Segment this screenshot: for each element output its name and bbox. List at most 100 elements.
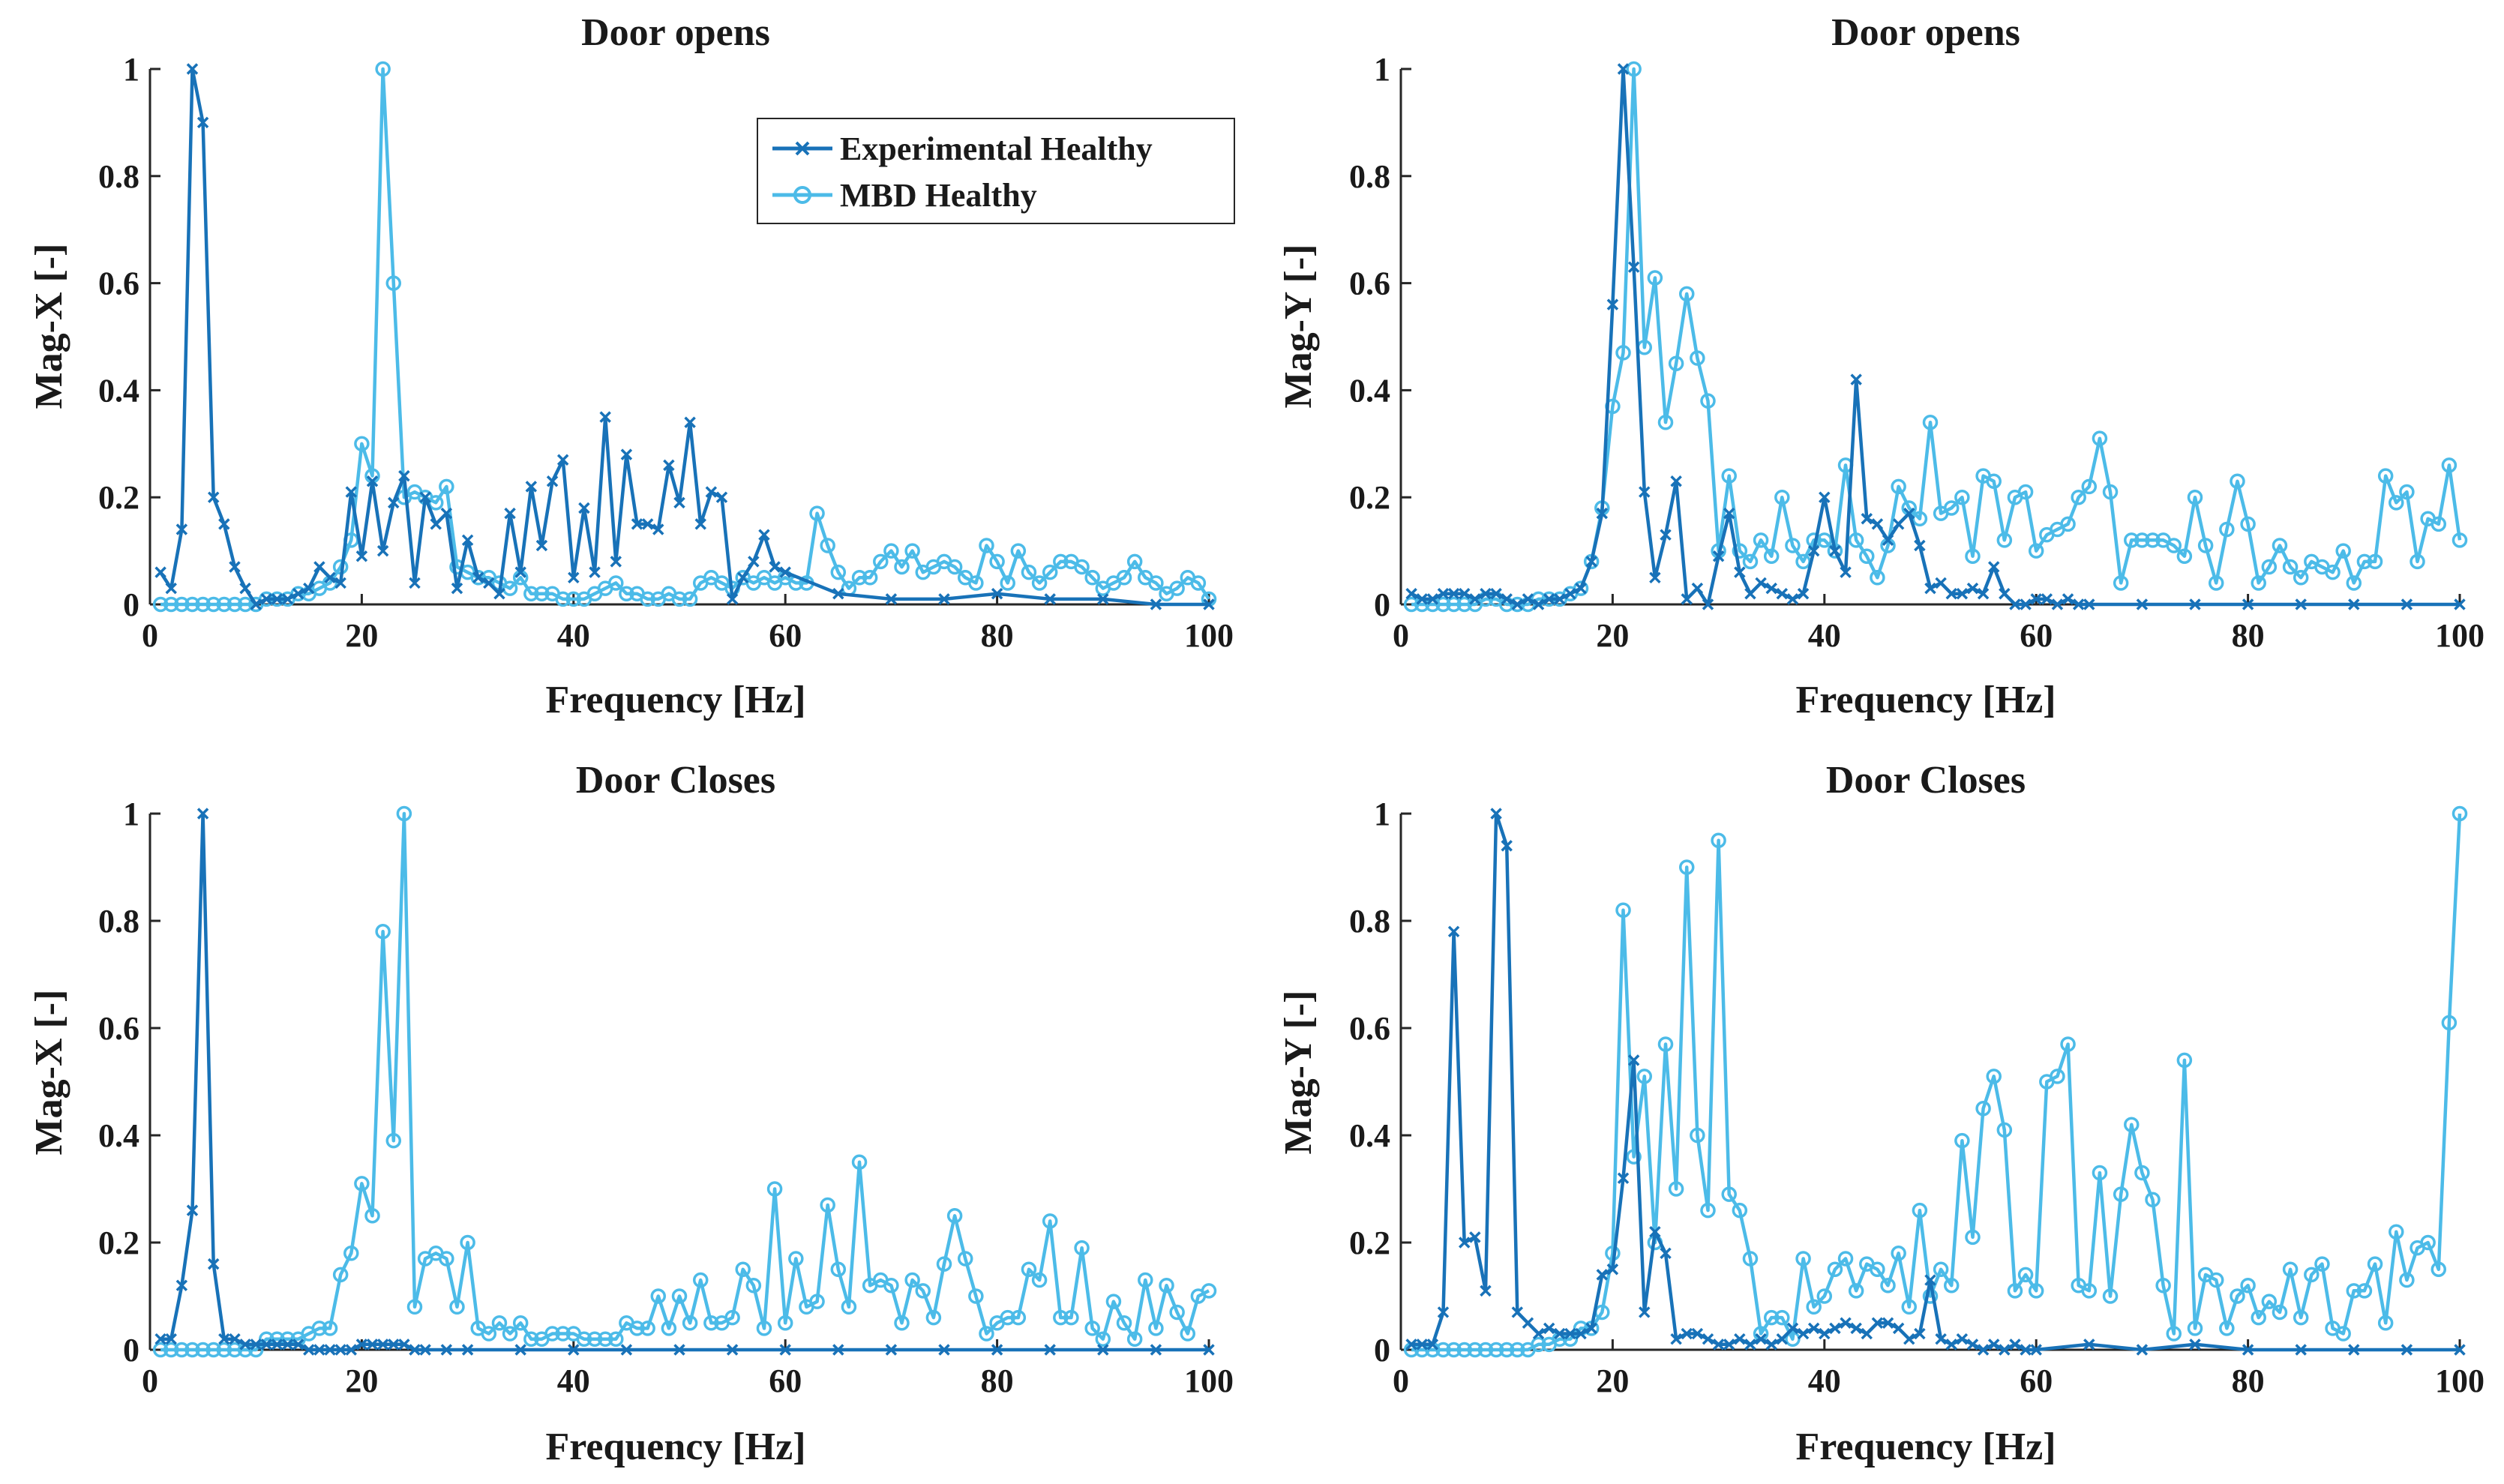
data-point [152, 596, 169, 613]
data-point [2145, 1192, 2161, 1208]
data-point [1097, 1344, 1109, 1356]
data-point [2176, 1052, 2193, 1069]
data-point [938, 1344, 950, 1356]
data-point [1596, 1269, 1609, 1281]
data-point [1922, 1288, 1939, 1304]
data-point [894, 1315, 910, 1331]
data-point [2399, 484, 2415, 500]
data-point [1000, 1309, 1015, 1326]
data-point [1180, 1326, 1196, 1342]
y-tick-label: 1 [123, 796, 139, 832]
data-point [2113, 575, 2129, 591]
data-point [1702, 598, 1714, 610]
data-point [1148, 1321, 1164, 1336]
y-tick-label: 1 [123, 51, 139, 88]
data-point [640, 1321, 655, 1336]
data-point [2136, 1344, 2149, 1356]
data-point [1723, 507, 1735, 520]
data-point [1426, 1339, 1439, 1351]
y-tick-label: 0.4 [98, 372, 139, 409]
data-point [1829, 544, 1841, 557]
data-point [620, 448, 633, 460]
data-point [281, 593, 294, 605]
y-tick-label: 0.6 [98, 1010, 139, 1047]
x-tick-label: 100 [2435, 617, 2485, 654]
data-point [1510, 1342, 1525, 1358]
data-point [196, 116, 209, 129]
data-point [2348, 598, 2360, 610]
data-point [1924, 582, 1936, 595]
data-point [2009, 1339, 2021, 1351]
data-point [1668, 355, 1684, 371]
data-point [2189, 598, 2201, 610]
data-point [250, 598, 262, 610]
y-axis-label: Mag-X [-] [28, 990, 70, 1156]
data-point [1742, 553, 1759, 570]
data-point [1150, 598, 1162, 610]
y-axis-label: Mag-Y [-] [1277, 244, 1320, 409]
data-point [332, 1267, 349, 1283]
x-tick-label: 0 [1393, 617, 1409, 654]
x-tick-label: 40 [1808, 617, 1841, 654]
data-point [788, 1251, 804, 1267]
data-point [292, 1339, 304, 1351]
data-point [2007, 1283, 2023, 1299]
data-point [1797, 1327, 1810, 1340]
data-point [873, 553, 889, 570]
y-axis-label: Mag-X [-] [28, 244, 70, 409]
data-point [904, 1272, 920, 1288]
data-point [851, 570, 868, 586]
data-point [682, 1315, 698, 1331]
data-point [409, 577, 421, 589]
data-point [894, 559, 910, 575]
data-point [586, 1331, 603, 1347]
data-point [2219, 521, 2235, 538]
data-point [364, 1208, 380, 1224]
data-point [260, 593, 273, 605]
data-point [419, 1344, 431, 1356]
data-point [1987, 561, 2000, 573]
data-point [652, 523, 664, 535]
data-point [2051, 598, 2064, 610]
data-point [1532, 1327, 1545, 1340]
data-point [1480, 587, 1492, 600]
data-point [313, 561, 325, 573]
data-point [1446, 1342, 1462, 1358]
data-point [1742, 1251, 1759, 1267]
y-tick-label: 0.4 [1349, 372, 1390, 409]
data-point [406, 1299, 423, 1315]
x-tick-label: 80 [981, 1363, 1014, 1399]
data-point [1819, 491, 1831, 503]
data-point [1850, 1322, 1862, 1335]
data-point [2304, 1267, 2320, 1283]
data-point [2166, 1326, 2182, 1342]
data-point [2389, 495, 2404, 511]
data-point [1169, 1304, 1185, 1321]
data-point [1053, 553, 1069, 570]
chart-door-opens-mag-x: Door opens Frequency [Hz] Mag-X [-] 0 20 4… [28, 11, 1235, 721]
data-point [461, 1344, 474, 1356]
data-point [1819, 1327, 1831, 1340]
data-point [1617, 1172, 1630, 1184]
data-point [1148, 575, 1164, 591]
data-point [1649, 1225, 1661, 1238]
data-point [2452, 805, 2468, 822]
data-point [1763, 548, 1780, 564]
data-point [925, 1309, 942, 1326]
data-point [271, 1339, 283, 1351]
data-point [671, 1288, 688, 1304]
data-point [2240, 516, 2256, 532]
data-point [555, 591, 571, 607]
data-point [1554, 1327, 1566, 1340]
data-point [2431, 516, 2447, 532]
data-point [1977, 1344, 1990, 1356]
data-point [726, 593, 739, 605]
data-point [271, 593, 283, 605]
data-point [1765, 582, 1777, 595]
x-axis-label: Frequency [Hz] [545, 1426, 805, 1468]
data-point [226, 596, 243, 613]
data-point [968, 1288, 984, 1304]
data-point [830, 564, 847, 580]
data-point [631, 518, 643, 530]
data-point [546, 475, 559, 487]
